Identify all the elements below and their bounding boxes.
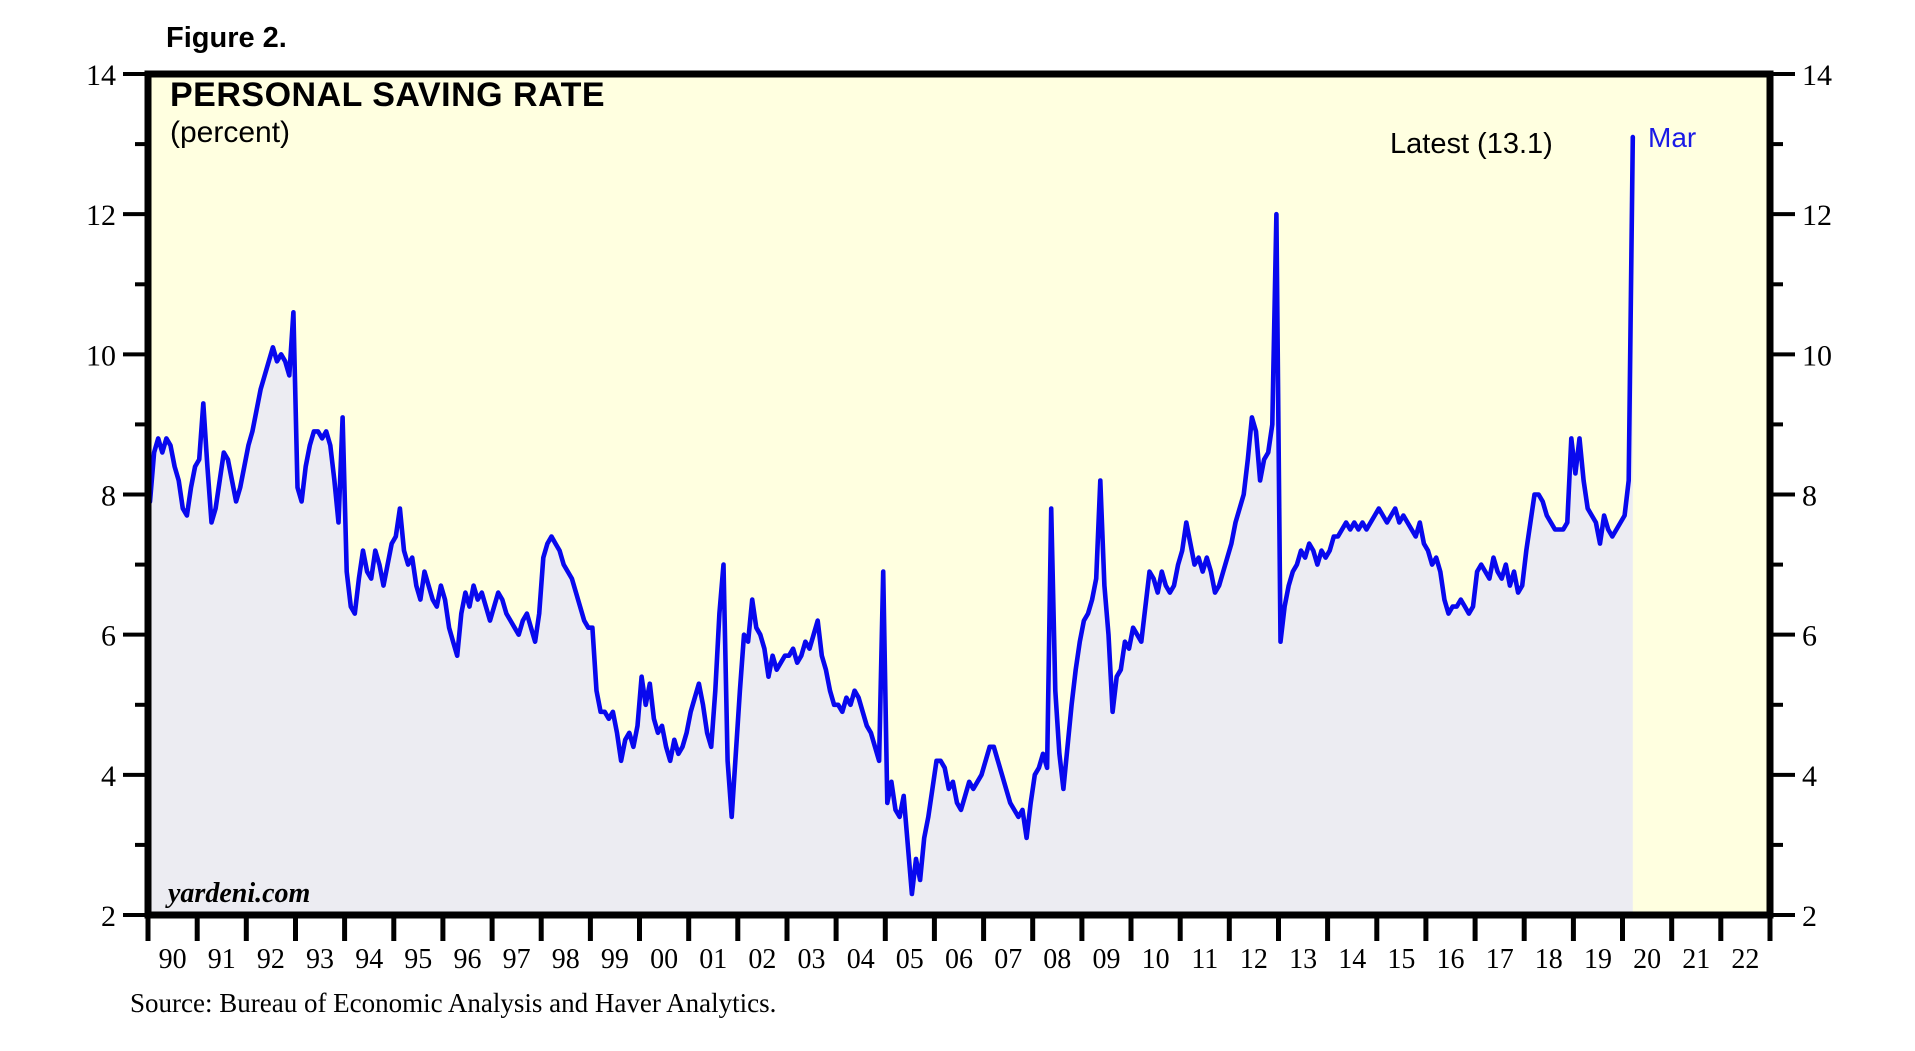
latest-month-annotation: Mar: [1648, 122, 1697, 153]
y-axis-label-right: 6: [1802, 620, 1817, 653]
x-axis-year-label: 16: [1437, 944, 1465, 975]
x-axis-year-label: 98: [552, 944, 580, 975]
y-axis-label-left: 6: [101, 620, 116, 653]
x-axis-year-label: 19: [1584, 944, 1612, 975]
x-axis-year-label: 13: [1289, 944, 1317, 975]
x-axis-year-label: 03: [798, 944, 826, 975]
watermark: yardeni.com: [168, 878, 311, 909]
y-axis-label-right: 2: [1802, 900, 1817, 933]
y-axis-label-right: 8: [1802, 480, 1817, 513]
x-axis-year-label: 17: [1486, 944, 1514, 975]
x-axis-year-label: 97: [503, 944, 531, 975]
source-note: Source: Bureau of Economic Analysis and …: [130, 988, 777, 1018]
latest-value-annotation: Latest (13.1): [1390, 128, 1553, 160]
y-axis-label-left: 12: [86, 199, 116, 232]
x-axis-year-label: 04: [847, 944, 875, 975]
x-axis-year-label: 10: [1142, 944, 1170, 975]
x-axis-year-label: 09: [1093, 944, 1121, 975]
x-axis-year-label: 08: [1043, 944, 1071, 975]
x-axis-year-label: 96: [454, 944, 482, 975]
y-axis-label-left: 4: [101, 760, 116, 793]
x-axis-year-label: 90: [159, 944, 187, 975]
x-axis-year-label: 01: [699, 944, 727, 975]
area-fill: [148, 137, 1633, 916]
chart-title: PERSONAL SAVING RATE: [170, 76, 606, 114]
x-axis-year-label: 12: [1240, 944, 1268, 975]
x-axis-year-label: 20: [1633, 944, 1661, 975]
figure-label: Figure 2.: [166, 22, 287, 54]
y-axis-label-left: 2: [101, 900, 116, 933]
y-axis-label-left: 8: [101, 480, 116, 513]
x-axis-year-label: 22: [1731, 944, 1759, 975]
x-axis-year-label: 95: [404, 944, 432, 975]
x-axis-year-label: 07: [994, 944, 1022, 975]
x-axis-year-label: 15: [1387, 944, 1415, 975]
x-axis-year-label: 14: [1338, 944, 1366, 975]
chart-subtitle: (percent): [170, 116, 291, 149]
x-axis-year-label: 94: [355, 944, 383, 975]
y-axis-label-right: 12: [1802, 199, 1832, 232]
x-axis-year-label: 91: [208, 944, 236, 975]
y-axis-label-right: 4: [1802, 760, 1817, 793]
axis-frame: [144, 70, 1774, 919]
x-axis-year-label: 00: [650, 944, 678, 975]
x-axis-year-label: 99: [601, 944, 629, 975]
y-axis-label-right: 10: [1802, 339, 1832, 372]
y-axis-label-left: 14: [86, 59, 116, 92]
y-axis-label-left: 10: [86, 339, 116, 372]
x-axis-year-label: 18: [1535, 944, 1563, 975]
y-axis-label-right: 14: [1802, 59, 1832, 92]
x-axis-year-label: 06: [945, 944, 973, 975]
x-axis-year-label: 21: [1682, 944, 1710, 975]
x-axis-year-label: 02: [748, 944, 776, 975]
data-line: [145, 134, 1636, 897]
x-axis-year-label: 05: [896, 944, 924, 975]
x-axis-year-label: 92: [257, 944, 285, 975]
x-axis-year-label: 93: [306, 944, 334, 975]
x-axis-year-label: 11: [1191, 944, 1218, 975]
